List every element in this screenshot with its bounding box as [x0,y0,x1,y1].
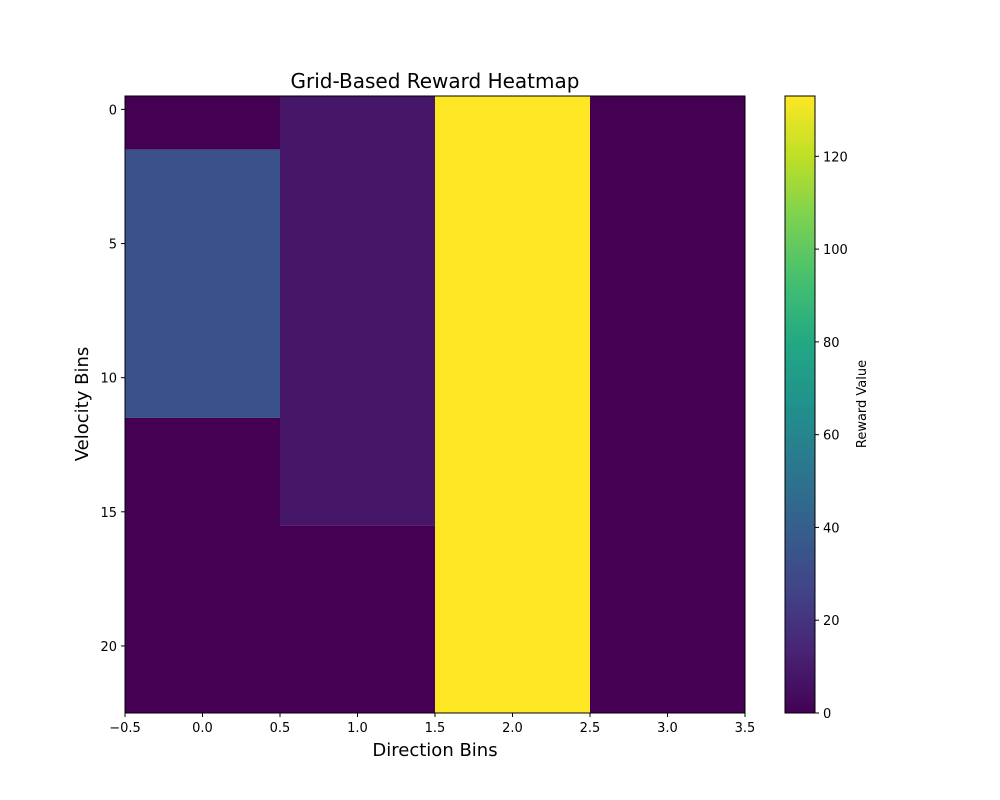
colorbar-tick-label: 80 [823,336,840,351]
colorbar [784,95,816,714]
colorbar-tick-label: 40 [823,521,840,536]
y-tick-label: 15 [100,506,117,521]
y-axis-label: Velocity Bins [72,347,93,461]
x-tick-label: 3.5 [735,721,756,736]
heatmap-cell [280,96,435,526]
x-tick-label: 0.0 [192,721,213,736]
x-tick-label: −0.5 [109,721,141,736]
colorbar-tick-label: 100 [823,243,848,258]
x-tick-label: 1.0 [347,721,368,736]
colorbar-label: Reward Value [855,360,870,448]
x-tick-label: 2.0 [502,721,523,736]
y-axis: 0 5 10 15 20 [100,103,125,655]
colorbar-ticks: 0 20 40 60 80 100 120 [815,150,848,722]
heatmap-cell [125,149,280,418]
x-tick-label: 2.5 [580,721,601,736]
y-tick-label: 10 [100,372,117,387]
heatmap-cell [125,417,280,713]
heatmap-cell [590,96,745,713]
x-axis-label: Direction Bins [372,740,497,761]
colorbar-tick-label: 20 [823,614,840,629]
heatmap-cell [435,96,590,713]
colorbar-tick-label: 0 [823,707,831,722]
chart-title: Grid-Based Reward Heatmap [291,69,580,93]
y-tick-label: 0 [109,103,117,118]
heatmap-cell [280,525,435,713]
x-tick-label: 1.5 [425,721,446,736]
y-tick-label: 5 [109,238,117,253]
x-tick-label: 0.5 [270,721,291,736]
colorbar-tick-label: 60 [823,429,840,444]
y-tick-label: 20 [100,640,117,655]
x-axis: −0.5 0.0 0.5 1.0 1.5 2.0 2.5 3.0 3.5 [109,713,755,736]
x-tick-label: 3.0 [657,721,678,736]
heatmap-cells [125,96,745,713]
colorbar-tick-label: 120 [823,150,848,165]
heatmap-cell [125,96,280,150]
